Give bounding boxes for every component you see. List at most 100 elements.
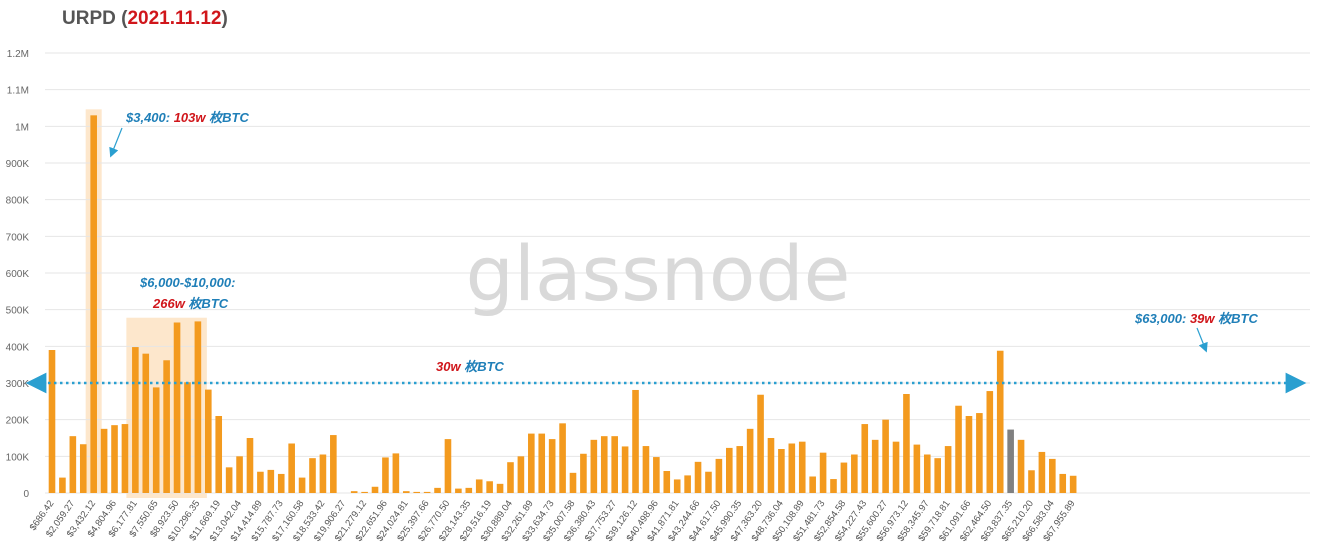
bar — [215, 416, 223, 493]
chart-title-paren-close: ) — [221, 8, 228, 29]
bar — [173, 322, 181, 493]
annotation-ref-unit: 枚BTC — [461, 359, 505, 374]
bar — [1049, 458, 1056, 493]
bar — [517, 456, 525, 493]
bar — [965, 416, 973, 493]
chart-title-paren-open: ( — [115, 8, 128, 29]
y-tick-label: 0 — [23, 489, 29, 500]
y-tick-label: 100K — [6, 452, 30, 463]
bar — [288, 443, 295, 493]
bar — [330, 435, 337, 493]
bar — [382, 457, 389, 493]
bar — [642, 446, 650, 493]
bar — [684, 475, 691, 493]
annotation-63000-price: $63,000: — [1134, 311, 1190, 326]
glassnode-watermark: glassnode — [466, 229, 851, 318]
bar — [538, 433, 546, 493]
bar — [184, 382, 191, 493]
bar — [569, 472, 577, 493]
bar — [79, 444, 87, 493]
bar — [486, 481, 493, 493]
annotation-6000-amount-line: 266w 枚BTC — [152, 296, 229, 311]
bar — [903, 394, 910, 493]
bar — [69, 436, 77, 493]
bar — [1069, 475, 1077, 493]
bar — [277, 473, 285, 493]
annotation-3400-arrow — [109, 127, 123, 158]
bar — [1028, 470, 1035, 493]
bar — [309, 458, 316, 493]
bar — [809, 476, 816, 493]
bar — [705, 471, 712, 493]
y-tick-label: 1.2M — [7, 49, 29, 60]
y-axis: 0 100K 200K 300K 400K 500K 600K 700K 800K 900K 1M 1… — [6, 49, 30, 500]
bar — [319, 454, 327, 493]
bar — [830, 479, 837, 493]
bar — [955, 405, 962, 493]
annotation-3400-unit: 枚BTC — [206, 110, 250, 125]
bar — [976, 413, 983, 493]
bar — [205, 389, 212, 493]
bar — [507, 462, 514, 493]
bar — [423, 491, 431, 493]
bar — [580, 453, 587, 493]
bar — [663, 471, 671, 493]
bar — [267, 469, 275, 493]
y-tick-label: 300K — [6, 379, 30, 390]
bar — [746, 428, 754, 493]
annotation-3400-amount: 103w — [174, 110, 207, 125]
bar — [90, 115, 97, 493]
bar — [840, 462, 848, 493]
annotation-63000-amount: 39w — [1190, 311, 1215, 326]
y-tick-label: 1M — [15, 122, 29, 133]
bar — [590, 439, 598, 493]
bar — [611, 436, 618, 493]
bar — [913, 444, 921, 493]
bar — [944, 446, 952, 493]
bar — [465, 487, 473, 493]
bar — [882, 419, 889, 493]
bar — [788, 443, 796, 493]
bar — [600, 436, 608, 493]
bar — [798, 441, 806, 493]
bar — [121, 424, 129, 493]
annotation-3400-price: $3,400: — [125, 110, 174, 125]
y-tick-label: 200K — [6, 416, 30, 427]
bar — [350, 491, 358, 493]
y-tick-label: 700K — [6, 232, 30, 243]
bar — [194, 321, 202, 493]
bar — [225, 467, 233, 493]
bar — [496, 483, 504, 493]
bar — [1059, 473, 1067, 493]
bar — [1017, 439, 1025, 493]
bar — [48, 350, 56, 493]
annotation-6000-range: $6,000-$10,000: — [139, 275, 235, 290]
chart-title: URPD (2021.11.12) — [62, 8, 228, 30]
y-tick-label: 800K — [6, 196, 30, 207]
bar — [111, 425, 118, 493]
bar — [392, 453, 400, 493]
y-tick-label: 1.1M — [7, 86, 29, 97]
bars-layer — [48, 115, 1077, 493]
bar — [673, 479, 681, 493]
annotation-6000-unit: 枚BTC — [185, 296, 229, 311]
bar — [361, 491, 368, 493]
bar — [413, 491, 420, 493]
annotation-reference-line: 30w 枚BTC — [436, 359, 505, 374]
bar — [455, 488, 462, 493]
annotation-6000-amount: 266w — [152, 296, 186, 311]
annotation-ref-amount: 30w — [436, 359, 461, 374]
bar — [163, 360, 170, 493]
bar — [621, 446, 629, 493]
bar — [1038, 451, 1046, 493]
bar — [715, 458, 723, 493]
annotation-63000-unit: 枚BTC — [1215, 311, 1259, 326]
bar — [434, 487, 441, 493]
bar — [444, 439, 452, 493]
bar — [653, 457, 660, 493]
bar — [996, 350, 1004, 493]
bar — [298, 477, 306, 493]
y-tick-label: 400K — [6, 342, 30, 353]
